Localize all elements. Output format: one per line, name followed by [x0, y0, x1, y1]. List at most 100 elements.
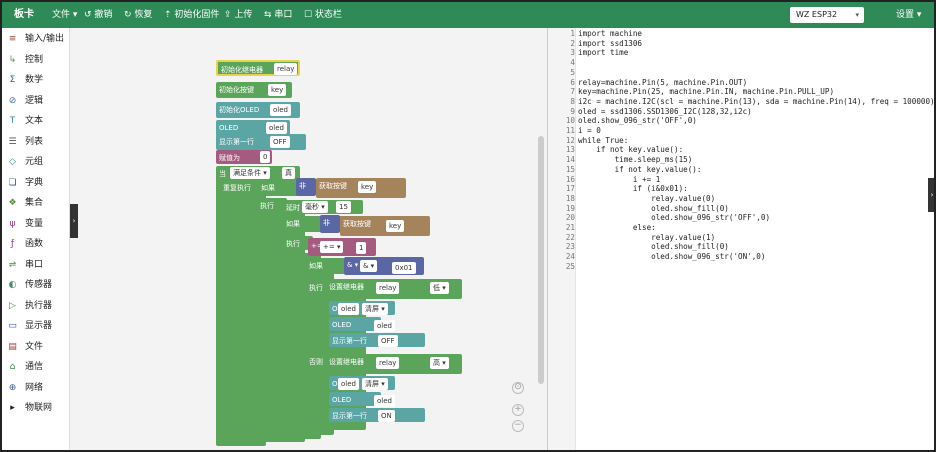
- not-block[interactable]: 非: [296, 178, 316, 196]
- menu-item[interactable]: ↻ 恢复: [124, 10, 153, 20]
- show-line-block[interactable]: 显示第一行: [216, 134, 306, 150]
- top-toolbar: 板卡 文件 ▾ ↺ 撤销 ↻ 恢复 ⇡ 初始化固件 ⇪ 上传 ⇆ 串口 ☐ 状态栏 WZ E…: [2, 2, 934, 28]
- block-label: 如果: [309, 262, 323, 270]
- relay-field[interactable]: relay: [376, 357, 400, 369]
- code-editor[interactable]: 1 2 3 4 5 6 7 8 9 10 11 12 13 14 15 16 17 18 19 20 21 22 23 24 2…: [548, 28, 934, 450]
- block-workspace[interactable]: › 初始化继电器 relay 初始化按键 key 初始化OLED oled OLED oled…: [70, 28, 548, 450]
- menu-item[interactable]: ⇡ 初始化固件: [164, 10, 220, 20]
- category-label: 数学: [25, 75, 44, 85]
- category-icon: ◐: [8, 280, 17, 290]
- block-label: 否则: [309, 358, 323, 366]
- toolbox-category[interactable]: ▭ 显示器: [2, 317, 70, 335]
- toolbox-category[interactable]: ƒ 函数: [2, 235, 70, 253]
- one-field[interactable]: 1: [356, 242, 367, 254]
- category-icon: ⌂: [9, 362, 16, 372]
- toolbox-category[interactable]: ψ 变量: [2, 215, 70, 233]
- code-line: oled.show_096_str('OFF',0): [578, 213, 771, 223]
- toolbox-category[interactable]: ⊕ 网络: [2, 379, 70, 397]
- toolbox-category[interactable]: ◐ 传感器: [2, 276, 70, 294]
- expand-toolbox-handle[interactable]: ›: [70, 204, 78, 238]
- oled-field[interactable]: oled: [374, 395, 395, 407]
- exec-label[interactable]: 执行: [257, 198, 287, 212]
- true-field[interactable]: 真: [282, 167, 295, 179]
- show-line-block[interactable]: 显示第一行: [329, 333, 425, 347]
- off-field[interactable]: OFF: [378, 335, 398, 347]
- toolbox-category[interactable]: ◇ 元组: [2, 153, 70, 171]
- op-dropdown[interactable]: & ▾: [360, 260, 378, 272]
- if-block[interactable]: 如果: [258, 180, 306, 196]
- category-label: 执行器: [25, 300, 53, 311]
- oled-var-block[interactable]: OLED: [329, 317, 381, 331]
- zero-field[interactable]: 0: [260, 151, 271, 163]
- toolbox-category[interactable]: ▤ 文件: [2, 338, 70, 356]
- collapse-panel-handle[interactable]: ›: [928, 178, 934, 212]
- block-label: 显示第一行: [219, 138, 254, 146]
- hex-field[interactable]: 0x01: [392, 262, 416, 274]
- toolbox-category[interactable]: ≡ 输入/输出: [2, 30, 70, 48]
- settings-menu[interactable]: 设置 ▾: [896, 10, 922, 20]
- off-field[interactable]: OFF: [270, 136, 290, 148]
- recenter-icon[interactable]: ⊙: [512, 382, 524, 394]
- get-key-block[interactable]: 获取按键: [340, 216, 430, 236]
- block-toolbox: ≡ 输入/输出 ↳ 控制 Σ 数学 ⊘ 逻辑 T 文本 ☰ 列表 ◇ 元组 ❏ 字典 ❖ 集合 ψ 变量 ƒ 函数 ⇌ 串口 ◐…: [2, 28, 70, 450]
- oled-field[interactable]: oled: [266, 122, 287, 134]
- cond-dropdown[interactable]: 满足条件 ▾: [230, 167, 270, 179]
- toolbox-category[interactable]: ▷ 执行器: [2, 297, 70, 315]
- key-field[interactable]: key: [358, 181, 377, 193]
- block-label: 延时: [286, 204, 300, 212]
- key-field[interactable]: key: [386, 220, 405, 232]
- category-icon: ƒ: [10, 239, 15, 249]
- workspace-scrollbar[interactable]: [538, 136, 544, 384]
- toolbox-category[interactable]: ⇌ 串口: [2, 256, 70, 274]
- clear-dropdown[interactable]: 清屏 ▾: [362, 303, 388, 315]
- toolbox-category[interactable]: Σ 数学: [2, 71, 70, 89]
- show-line-block[interactable]: 显示第一行: [329, 408, 425, 422]
- menu-item[interactable]: ⇆ 串口: [264, 10, 293, 20]
- line-number-gutter: 1 2 3 4 5 6 7 8 9 10 11 12 13 14 15 16 17 18 19 20 21 22 23 24 2…: [548, 28, 576, 450]
- level-dropdown[interactable]: 低 ▾: [430, 282, 449, 294]
- oled-field[interactable]: oled: [338, 378, 359, 390]
- zoom-out-icon[interactable]: −: [512, 420, 524, 432]
- board-select[interactable]: WZ ESP32 ▾: [790, 7, 864, 23]
- menu-item[interactable]: 文件 ▾: [52, 10, 78, 20]
- toolbox-category[interactable]: ⊘ 逻辑: [2, 92, 70, 110]
- code-line: oled.show_096_str('OFF',0): [578, 116, 697, 126]
- relay-field[interactable]: relay: [274, 63, 298, 75]
- category-icon: ◇: [9, 157, 16, 167]
- oled-field[interactable]: oled: [338, 303, 359, 315]
- exec-label[interactable]: 执行: [283, 236, 313, 250]
- zoom-in-icon[interactable]: +: [512, 404, 524, 416]
- ms-dropdown[interactable]: 毫秒 ▾: [302, 201, 328, 213]
- toolbox-category[interactable]: ⌂ 通信: [2, 358, 70, 376]
- category-label: 物联网: [25, 403, 53, 413]
- oled-field[interactable]: oled: [374, 320, 395, 332]
- line-number: 3: [570, 48, 575, 58]
- code-line: oled.show_096_str('ON',0): [578, 252, 766, 262]
- category-label: 输入/输出: [25, 34, 65, 44]
- oled-field[interactable]: oled: [270, 104, 291, 116]
- repeat-label[interactable]: 重复执行: [220, 180, 260, 194]
- toolbox-category[interactable]: ❏ 字典: [2, 174, 70, 192]
- line-number: 10: [565, 116, 575, 126]
- block-label: 显示第一行: [332, 337, 367, 345]
- menu-item[interactable]: ↺ 撤销: [84, 10, 113, 20]
- toolbox-category[interactable]: ☰ 列表: [2, 133, 70, 151]
- level-dropdown[interactable]: 高 ▾: [430, 357, 449, 369]
- toolbox-category[interactable]: T 文本: [2, 112, 70, 130]
- delay-value[interactable]: 15: [336, 201, 351, 213]
- key-field[interactable]: key: [268, 84, 287, 96]
- menu-item[interactable]: ☐ 状态栏: [304, 10, 342, 20]
- op-dropdown[interactable]: += ▾: [320, 241, 344, 253]
- on-field[interactable]: ON: [378, 410, 395, 422]
- relay-field[interactable]: relay: [376, 282, 400, 294]
- inner-if2-block[interactable]: 如果: [306, 258, 356, 274]
- assign-block[interactable]: 赋值为: [216, 150, 272, 164]
- category-icon: ψ: [9, 218, 16, 229]
- toolbox-category[interactable]: ❖ 集合: [2, 194, 70, 212]
- oled-var-block[interactable]: OLED: [329, 392, 381, 406]
- menu-item[interactable]: ⇪ 上传: [224, 10, 253, 20]
- toolbox-category[interactable]: ↳ 控制: [2, 51, 70, 69]
- not-block[interactable]: 非: [320, 215, 340, 233]
- clear-dropdown[interactable]: 清屏 ▾: [362, 378, 388, 390]
- toolbox-category[interactable]: ▸ 物联网: [2, 399, 70, 417]
